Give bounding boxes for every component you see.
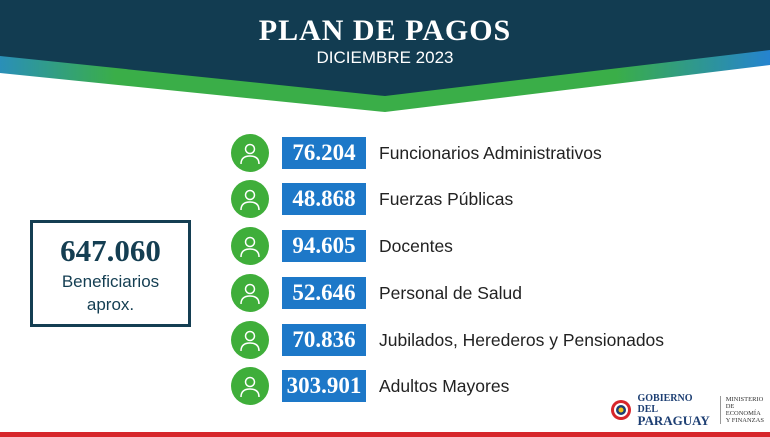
beneficiary-count: 76.204 — [282, 137, 366, 169]
beneficiary-category: Jubilados, Herederos y Pensionados — [379, 329, 665, 350]
beneficiary-row: 70.836 Jubilados, Herederos y Pensionado… — [231, 321, 664, 359]
officials-icon — [231, 134, 269, 172]
beneficiary-row: 76.204 Funcionarios Administrativos — [231, 134, 602, 172]
beneficiary-count: 303.901 — [282, 370, 366, 402]
page-subtitle: DICIEMBRE 2023 — [316, 48, 454, 67]
bottom-red-bar — [0, 432, 770, 437]
retirees-icon — [231, 321, 269, 359]
gov-line1: GOBIERNO DEL — [637, 393, 693, 415]
page-title: PLAN DE PAGOS — [258, 14, 512, 47]
government-logo: GOBIERNO DEL PARAGUAY MINISTERIO DE ECONOM… — [610, 393, 770, 428]
beneficiary-category: Adultos Mayores — [379, 375, 510, 396]
total-label-1: Beneficiarios — [61, 272, 160, 291]
beneficiary-count: 52.646 — [282, 277, 366, 309]
ministry-line1: MINISTERIO — [725, 395, 764, 403]
beneficiary-category: Funcionarios Administrativos — [379, 142, 602, 163]
beneficiary-category: Fuerzas Públicas — [379, 188, 514, 209]
gov-line2: PARAGUAY — [637, 413, 710, 428]
beneficiary-count: 48.868 — [282, 183, 366, 215]
beneficiary-count: 94.605 — [282, 230, 366, 262]
ministry-line2: DE ECONOMÍA — [725, 402, 761, 417]
elderly-icon — [231, 367, 269, 405]
total-label-2: aprox. — [86, 295, 135, 314]
header-banner — [0, 0, 770, 112]
beneficiary-row: 48.868 Fuerzas Públicas — [231, 180, 513, 218]
beneficiary-count: 70.836 — [282, 324, 366, 356]
beneficiary-row: 94.605 Docentes — [231, 227, 453, 265]
beneficiary-category: Personal de Salud — [379, 282, 523, 303]
teacher-icon — [231, 227, 269, 265]
police-icon — [231, 180, 269, 218]
beneficiary-row: 303.901 Adultos Mayores — [231, 367, 509, 405]
total-value: 647.060 — [60, 233, 161, 268]
total-beneficiaries-box: 647.060 Beneficiarios aprox. — [30, 220, 191, 327]
beneficiary-row: 52.646 Personal de Salud — [231, 274, 522, 312]
beneficiary-category: Docentes — [379, 235, 453, 256]
paraguay-seal-icon — [611, 399, 631, 420]
doctor-icon — [231, 274, 269, 312]
ministry-line3: Y FINANZAS — [725, 416, 764, 424]
